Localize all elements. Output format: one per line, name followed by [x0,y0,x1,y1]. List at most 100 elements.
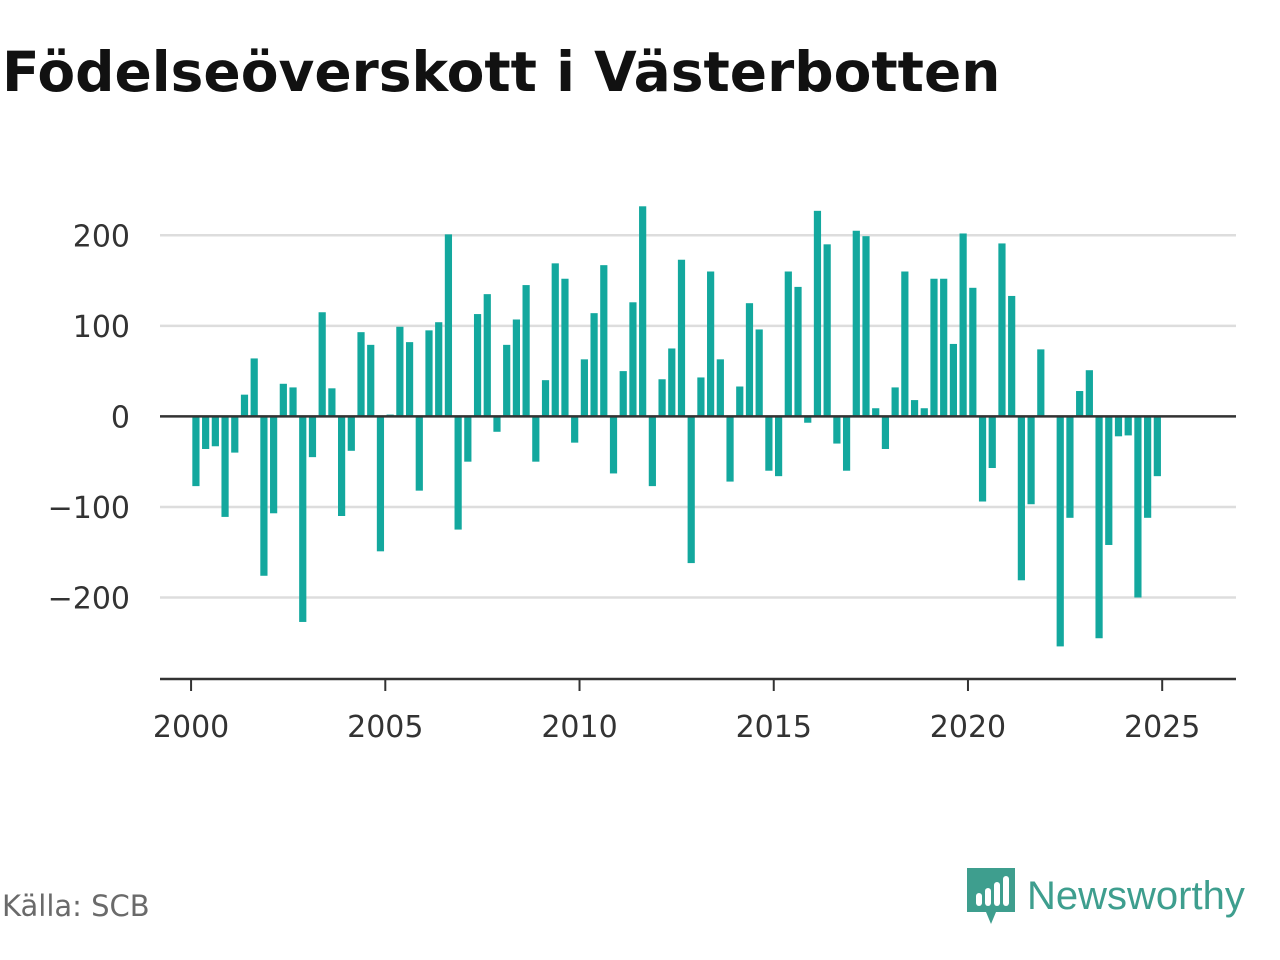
bar [833,416,841,444]
bar [687,416,695,564]
bar [1076,391,1084,417]
x-axis-tick-labels: 2000 2005 2010 2015 2020 2025 [153,710,1200,745]
bar [823,244,831,417]
bar [609,416,618,474]
bar [881,416,890,449]
bar-chart: 200 100 0 −100 −200 2000 2005 2010 2015 2020 2025 [48,206,1236,745]
bar [192,416,200,487]
bar [969,287,977,417]
bar [503,344,511,417]
x-tick-label: 2000 [153,710,229,745]
bar [804,416,812,423]
bar [551,263,559,417]
bar [299,416,307,622]
bar [852,230,860,417]
bar [483,294,491,417]
bar [464,416,472,462]
bar [920,408,928,417]
bars [192,206,1161,647]
bar [1124,416,1132,436]
y-axis-tick-labels: 200 100 0 −100 −200 [48,219,130,616]
axes [160,415,1236,691]
newsworthy-bar-chart-icon [967,868,1015,924]
y-tick-label: 0 [111,400,130,435]
bar [755,329,763,417]
bar [891,387,899,417]
bar [1066,416,1074,518]
bar [600,265,608,417]
x-tick-label: 2020 [930,710,1006,745]
bar [745,303,754,417]
bar [250,358,258,417]
bar [658,379,666,417]
bar [784,271,792,417]
bar [707,271,715,417]
bar [639,206,647,417]
x-tick-label: 2025 [1124,710,1200,745]
bar [842,416,851,471]
bar [872,408,880,417]
bar [580,359,588,417]
y-tick-label: 100 [73,310,130,345]
bar [260,416,268,576]
x-tick-label: 2010 [541,710,617,745]
bar [959,233,967,417]
bar [357,332,365,417]
bar [1008,295,1016,417]
bar [425,330,433,417]
bar [697,377,705,417]
bar [813,210,822,417]
bar [415,416,423,491]
bar [1114,416,1123,437]
bar [930,278,938,417]
bar [512,319,520,417]
y-tick-label: −200 [48,582,130,617]
bar [571,416,579,443]
bar [765,416,773,471]
bar [590,313,598,417]
x-tick-label: 2005 [347,710,423,745]
bar [949,343,957,417]
bar [910,400,919,417]
bar [1105,416,1113,545]
bar [978,416,987,502]
bar [347,416,355,451]
y-tick-label: −100 [48,491,130,526]
bar [1017,416,1025,581]
bar [648,416,656,487]
bar [405,342,414,417]
bar [240,394,249,417]
bar [376,416,385,552]
source-note: Källa: SCB [2,889,150,923]
bar [308,416,317,458]
bar [231,416,239,453]
y-tick-label: 200 [73,219,130,254]
bar [736,386,744,417]
bar [318,312,326,417]
bar [522,285,530,417]
bar [1134,416,1142,598]
bar [998,243,1006,417]
chart-title: Födelseöverskott i Västerbotten [2,40,1001,104]
bar [901,271,909,417]
bar [940,278,948,417]
bar [338,416,346,516]
bar [668,348,676,417]
bar [328,388,336,417]
bar [473,314,482,417]
bar [629,302,637,417]
bar [1144,416,1152,518]
bar [202,416,210,449]
bar [396,326,404,417]
bar [1095,416,1103,639]
bar [726,416,734,482]
bar [716,359,724,417]
bar [1085,370,1093,417]
x-tick-label: 2015 [736,710,812,745]
bar [493,416,501,432]
bar [862,236,870,417]
bar [541,380,550,417]
bar [1153,416,1161,477]
bar [1027,416,1035,505]
bar [619,371,627,417]
